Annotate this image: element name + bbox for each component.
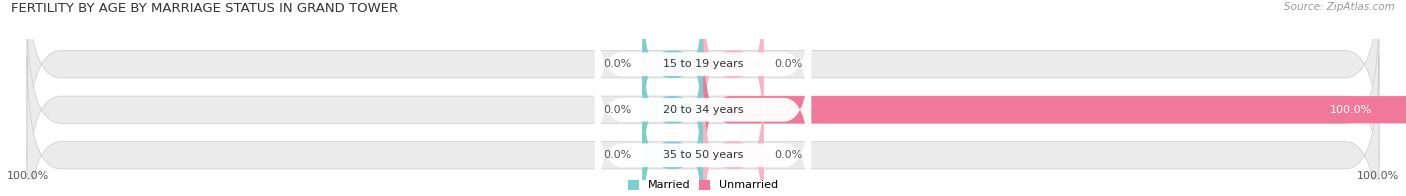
FancyBboxPatch shape <box>595 31 811 189</box>
Text: FERTILITY BY AGE BY MARRIAGE STATUS IN GRAND TOWER: FERTILITY BY AGE BY MARRIAGE STATUS IN G… <box>11 2 398 15</box>
Text: 0.0%: 0.0% <box>603 150 631 160</box>
Text: 20 to 34 years: 20 to 34 years <box>662 105 744 115</box>
FancyBboxPatch shape <box>595 76 811 196</box>
Text: 35 to 50 years: 35 to 50 years <box>662 150 744 160</box>
FancyBboxPatch shape <box>703 78 763 196</box>
Legend: Married, Unmarried: Married, Unmarried <box>627 180 779 191</box>
FancyBboxPatch shape <box>643 0 703 142</box>
FancyBboxPatch shape <box>595 0 811 143</box>
Text: 0.0%: 0.0% <box>775 59 803 69</box>
FancyBboxPatch shape <box>703 0 763 142</box>
FancyBboxPatch shape <box>643 78 703 196</box>
Text: 100.0%: 100.0% <box>1357 171 1399 181</box>
Text: 15 to 19 years: 15 to 19 years <box>662 59 744 69</box>
FancyBboxPatch shape <box>27 55 1379 196</box>
Text: 0.0%: 0.0% <box>603 105 631 115</box>
Text: 0.0%: 0.0% <box>775 150 803 160</box>
FancyBboxPatch shape <box>703 32 1406 187</box>
FancyBboxPatch shape <box>27 10 1379 196</box>
Text: Source: ZipAtlas.com: Source: ZipAtlas.com <box>1284 2 1395 12</box>
FancyBboxPatch shape <box>27 0 1379 164</box>
Text: 100.0%: 100.0% <box>1330 105 1372 115</box>
Text: 0.0%: 0.0% <box>603 59 631 69</box>
Text: 100.0%: 100.0% <box>7 171 49 181</box>
FancyBboxPatch shape <box>643 32 703 187</box>
